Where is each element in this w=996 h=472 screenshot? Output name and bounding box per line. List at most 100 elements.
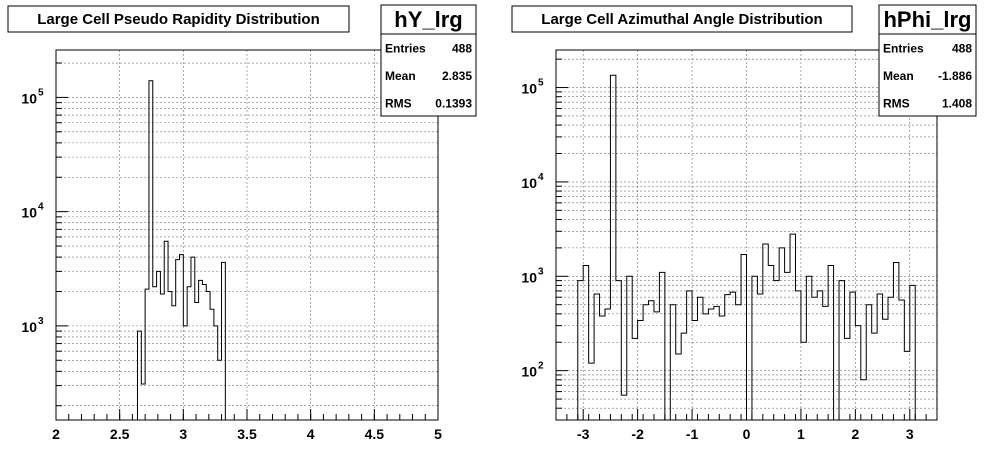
y-tick-exponent: 4 <box>38 202 44 213</box>
y-tick-label: 10 5 <box>21 87 44 106</box>
x-tick-label: 3 <box>179 426 187 442</box>
histogram-bin <box>594 294 599 420</box>
histogram-bin <box>153 287 157 420</box>
histogram-bin <box>670 305 675 420</box>
histogram-bin <box>687 291 692 420</box>
x-tick-label: 2 <box>52 426 60 442</box>
histogram-bin <box>199 280 203 420</box>
stat-label: Mean <box>883 69 914 83</box>
histogram-bin <box>627 276 632 420</box>
histogram-bin <box>643 305 648 420</box>
histogram-bin <box>725 295 730 420</box>
histogram-bin <box>861 380 866 420</box>
histogram-bin <box>866 305 871 420</box>
histogram-bin <box>785 272 790 420</box>
histogram-bin <box>141 384 145 420</box>
histogram-bin <box>855 326 860 420</box>
histogram-bin <box>736 305 741 420</box>
y-tick-exponent: 5 <box>538 78 544 89</box>
histogram-bin <box>844 338 849 420</box>
histogram-bin <box>795 291 800 420</box>
histogram-bin <box>698 297 703 420</box>
stats-box: hY_lrg Entries 488 Mean 2.835 RMS 0.1393 <box>380 4 477 117</box>
histogram-bin <box>703 314 708 420</box>
histogram-bin <box>823 306 828 420</box>
histogram-bin <box>893 262 898 420</box>
stats-frame <box>878 4 977 117</box>
y-tick-base: 10 <box>521 269 537 285</box>
histogram-bin <box>817 291 822 420</box>
histogram-bin <box>180 255 184 420</box>
x-tick-label: -1 <box>686 426 699 442</box>
histogram-bin <box>812 297 817 420</box>
histogram-bin <box>638 321 643 420</box>
histogram-bin <box>872 333 877 420</box>
y-tick-base: 10 <box>521 175 537 191</box>
y-tick-exponent: 3 <box>38 316 44 327</box>
x-tick-label: 3 <box>906 426 914 442</box>
histogram-bin <box>806 276 811 420</box>
histogram-bin <box>222 262 226 420</box>
histogram-bin <box>676 354 681 420</box>
histogram-bin <box>719 316 724 420</box>
histogram-bin <box>137 331 141 420</box>
histogram-bin <box>692 321 697 420</box>
stat-value: 2.835 <box>442 69 472 83</box>
grid-lines <box>56 50 438 420</box>
stats-frame <box>380 4 477 117</box>
histogram-bin <box>654 312 659 420</box>
histogram-bin <box>202 285 206 420</box>
histogram-bin <box>910 285 915 420</box>
y-tick-label: 10 2 <box>521 361 544 380</box>
x-tick-label: -2 <box>631 426 644 442</box>
stat-value: 488 <box>452 42 472 56</box>
chart-title: Large Cell Azimuthal Angle Distribution <box>511 5 853 33</box>
histogram-bin <box>730 292 735 420</box>
y-tick-exponent: 2 <box>538 361 544 372</box>
histogram-bin <box>160 294 164 420</box>
chart-title: Large Cell Pseudo Rapidity Distribution <box>7 5 350 33</box>
stat-label: Entries <box>385 42 426 56</box>
histogram-bin <box>741 255 746 420</box>
x-tick-label: 4 <box>307 426 315 442</box>
y-tick-exponent: 3 <box>538 266 544 277</box>
histogram-bin <box>583 266 588 420</box>
histogram-bin <box>768 266 773 420</box>
y-tick-label: 10 4 <box>21 202 44 221</box>
histogram-bin <box>172 306 176 420</box>
histogram-bin <box>752 276 757 420</box>
histogram-name: hPhi_lrg <box>883 7 971 32</box>
histogram-name: hY_lrg <box>394 7 462 32</box>
histogram-bin <box>779 248 784 420</box>
histogram-bin <box>888 297 893 420</box>
histogram-bin <box>850 292 855 420</box>
histogram-bin <box>195 303 199 420</box>
y-tick-exponent: 5 <box>38 87 44 98</box>
stat-value: 488 <box>952 42 972 56</box>
histogram-bin <box>187 287 191 420</box>
stat-label: RMS <box>883 96 910 110</box>
stat-value: -1.886 <box>938 69 972 83</box>
title-text: Large Cell Pseudo Rapidity Distribution <box>37 11 320 28</box>
histogram-bin <box>904 351 909 420</box>
histogram-bin <box>828 266 833 420</box>
x-tick-label: -3 <box>577 426 590 442</box>
title-box <box>511 5 853 33</box>
histogram-bin <box>176 260 180 420</box>
x-tick-label: 5 <box>434 426 442 442</box>
histogram-bin <box>763 244 768 420</box>
histogram-bin <box>899 300 904 420</box>
y-tick-label: 10 3 <box>521 266 544 285</box>
histogram-bin <box>145 289 149 420</box>
x-tick-label: 2 <box>851 426 859 442</box>
y-tick-base: 10 <box>21 90 37 106</box>
histogram-bin <box>164 241 168 420</box>
grid-lines <box>556 50 937 420</box>
x-tick-label: 0 <box>743 426 751 442</box>
histogram-bin <box>757 294 762 420</box>
title-text: Large Cell Azimuthal Angle Distribution <box>541 11 822 28</box>
stats-box: hPhi_lrg Entries 488 Mean -1.886 RMS 1.408 <box>878 4 977 117</box>
histogram-bin <box>790 234 795 420</box>
